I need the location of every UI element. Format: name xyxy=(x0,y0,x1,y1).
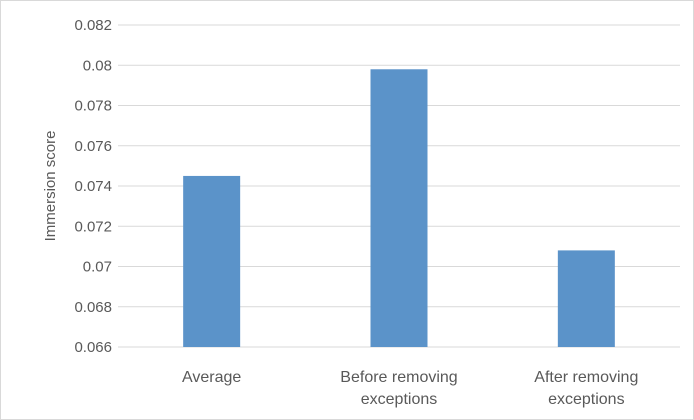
y-tick-label: 0.072 xyxy=(74,218,112,235)
x-category-label: After removing xyxy=(534,369,638,386)
bar xyxy=(370,69,428,348)
y-tick-label: 0.066 xyxy=(74,339,112,356)
x-category-label: exceptions xyxy=(361,391,438,408)
y-tick-label: 0.076 xyxy=(74,138,112,155)
y-tick-label: 0.082 xyxy=(74,17,112,34)
x-category-label: exceptions xyxy=(548,391,625,408)
x-axis-category-labels: Average Before removing exceptions After re… xyxy=(182,369,638,408)
y-tick-label: 0.08 xyxy=(83,57,112,74)
y-tick-label: 0.07 xyxy=(83,259,112,276)
y-tick-label: 0.074 xyxy=(74,178,112,195)
x-category-label: Average xyxy=(182,369,241,386)
y-tick-label: 0.078 xyxy=(74,98,112,115)
bar xyxy=(183,175,241,347)
bars xyxy=(183,69,615,348)
y-tick-label: 0.068 xyxy=(74,299,112,316)
bar xyxy=(557,250,615,347)
x-category-label: Before removing xyxy=(340,369,457,386)
y-axis-title: Immersion score xyxy=(42,131,59,242)
y-axis-tick-labels: 0.066 0.068 0.07 0.072 0.074 0.076 0.078 0.08 0.… xyxy=(74,17,112,356)
